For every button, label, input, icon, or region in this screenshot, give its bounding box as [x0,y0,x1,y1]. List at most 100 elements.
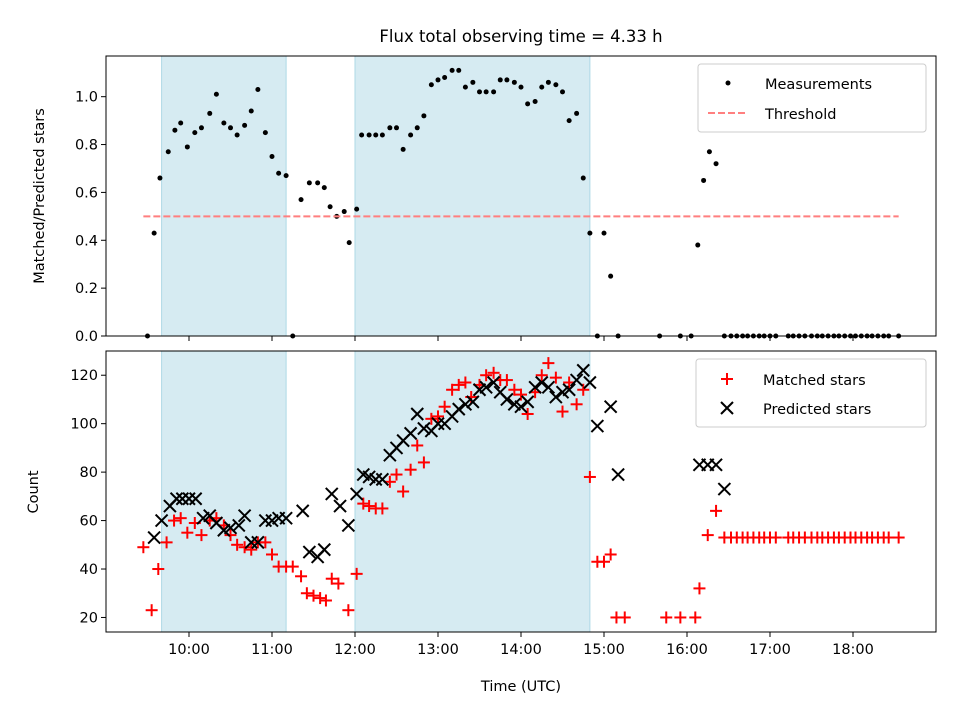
bottom-data-marks [137,357,905,624]
measurements-point [580,175,586,181]
matched-stars-point [224,529,237,542]
measurements-point [151,230,157,236]
matched-stars-point [152,563,165,576]
matched-stars-point [598,555,610,568]
matched-stars-point [231,538,244,551]
predicted-stars-point [541,380,556,395]
legend-matched-label: Matched stars [763,373,866,389]
predicted-stars-point [717,482,732,496]
predicted-stars-point [349,487,364,501]
measurements-point [608,273,614,279]
measurements-point [242,122,248,128]
top-panel: 0.0 0.2 0.4 0.6 0.8 1.0 Matched/Predicted sta… [32,55,937,345]
measurements-point [511,79,517,85]
predicted-stars-point [479,380,493,395]
predicted-stars-point [325,487,339,501]
measurements-point [315,180,321,186]
matched-stars-point [300,587,313,600]
matched-stars-point [363,500,376,513]
measurements-point [255,87,261,93]
predicted-stars-point [279,511,293,525]
matched-stars-point [577,383,590,396]
x-tick-label: 18:00 [832,642,874,658]
matched-stars-point [710,504,723,517]
measurements-point [408,132,414,138]
measurements-point [198,125,204,131]
matched-stars-point [319,594,332,607]
matched-stars-point [342,604,355,617]
measurements-point [539,84,545,90]
predicted-stars-point [590,419,605,433]
predicted-stars-point [375,472,390,487]
matched-stars-point [357,497,370,510]
matched-stars-point [245,543,258,556]
measurements-point [298,197,304,203]
x-tick-label: 16:00 [666,642,708,658]
measurements-point [587,230,593,236]
predicted-stars-point [403,426,418,441]
measurements-point [421,113,427,119]
measurements-point [321,185,327,191]
x-tick-label: 10:00 [168,642,210,658]
predicted-stars-point [569,373,584,387]
matched-stars-point [660,611,673,624]
measurements-point [491,89,497,95]
measurements-point [387,125,393,131]
measurements-point [456,67,462,73]
x-tick-label: 15:00 [583,642,625,658]
matched-stars-point [604,548,617,561]
measurements-point [172,127,178,133]
matched-stars-point [432,410,444,423]
y-tick-label: 120 [70,368,98,384]
matched-stars-point [459,376,472,389]
figure-title: Flux total observing time = 4.33 h [379,27,662,46]
matched-stars-point [332,577,345,590]
measurements-point [713,161,719,167]
matched-stars-point [411,439,424,452]
predicted-stars-point [514,400,528,414]
matched-stars-point [674,611,687,624]
measurements-point [442,75,448,81]
bottom-x-ticks: 10:00 11:00 12:00 13:00 14:00 15:00 16:00 17:00… [168,632,874,658]
matched-stars-point [325,572,338,585]
bottom-legend: Matched stars Predicted stars [695,358,927,428]
measurements-point [532,98,538,104]
matched-stars-point [521,407,534,420]
top-y-axis-label: Matched/Predicted stars [32,108,48,284]
x-tick-label: 14:00 [500,642,542,658]
matched-stars-point [314,592,327,605]
predicted-stars-point [302,545,317,559]
measurements-point [341,209,347,215]
y-tick-label: 80 [80,465,98,481]
measurements-point [178,120,184,126]
predicted-stars-point [603,400,618,414]
measurements-point [574,110,580,116]
measurements-point [213,91,219,97]
predicted-stars-point [188,492,203,506]
top-y-ticks: 0.0 0.2 0.4 0.6 0.8 1.0 [75,90,106,345]
measurements-point [601,230,607,236]
measurements-point [165,149,171,155]
measurements-point [394,125,399,131]
predicted-stars-point [232,518,246,533]
matched-stars-point [452,378,465,391]
y-tick-label: 20 [80,610,98,626]
predicted-stars-point [341,518,356,533]
x-tick-label: 11:00 [251,642,293,658]
matched-stars-point [286,560,299,573]
measurements-point [695,242,701,248]
matched-stars-point [500,374,513,387]
matched-stars-point [508,383,521,396]
y-tick-label: 0.8 [75,138,98,154]
matched-stars-point [266,548,278,561]
matched-stars-point [195,529,208,542]
predicted-stars-point [223,521,238,535]
measurements-point [560,89,565,95]
predicted-stars-point [410,407,424,421]
measurements-point [525,101,531,107]
measurements-point [207,110,213,116]
predicted-stars-point [528,380,542,395]
matched-stars-point [693,582,706,595]
top-shaded-regions [161,56,591,336]
predicted-stars-point [417,421,431,436]
